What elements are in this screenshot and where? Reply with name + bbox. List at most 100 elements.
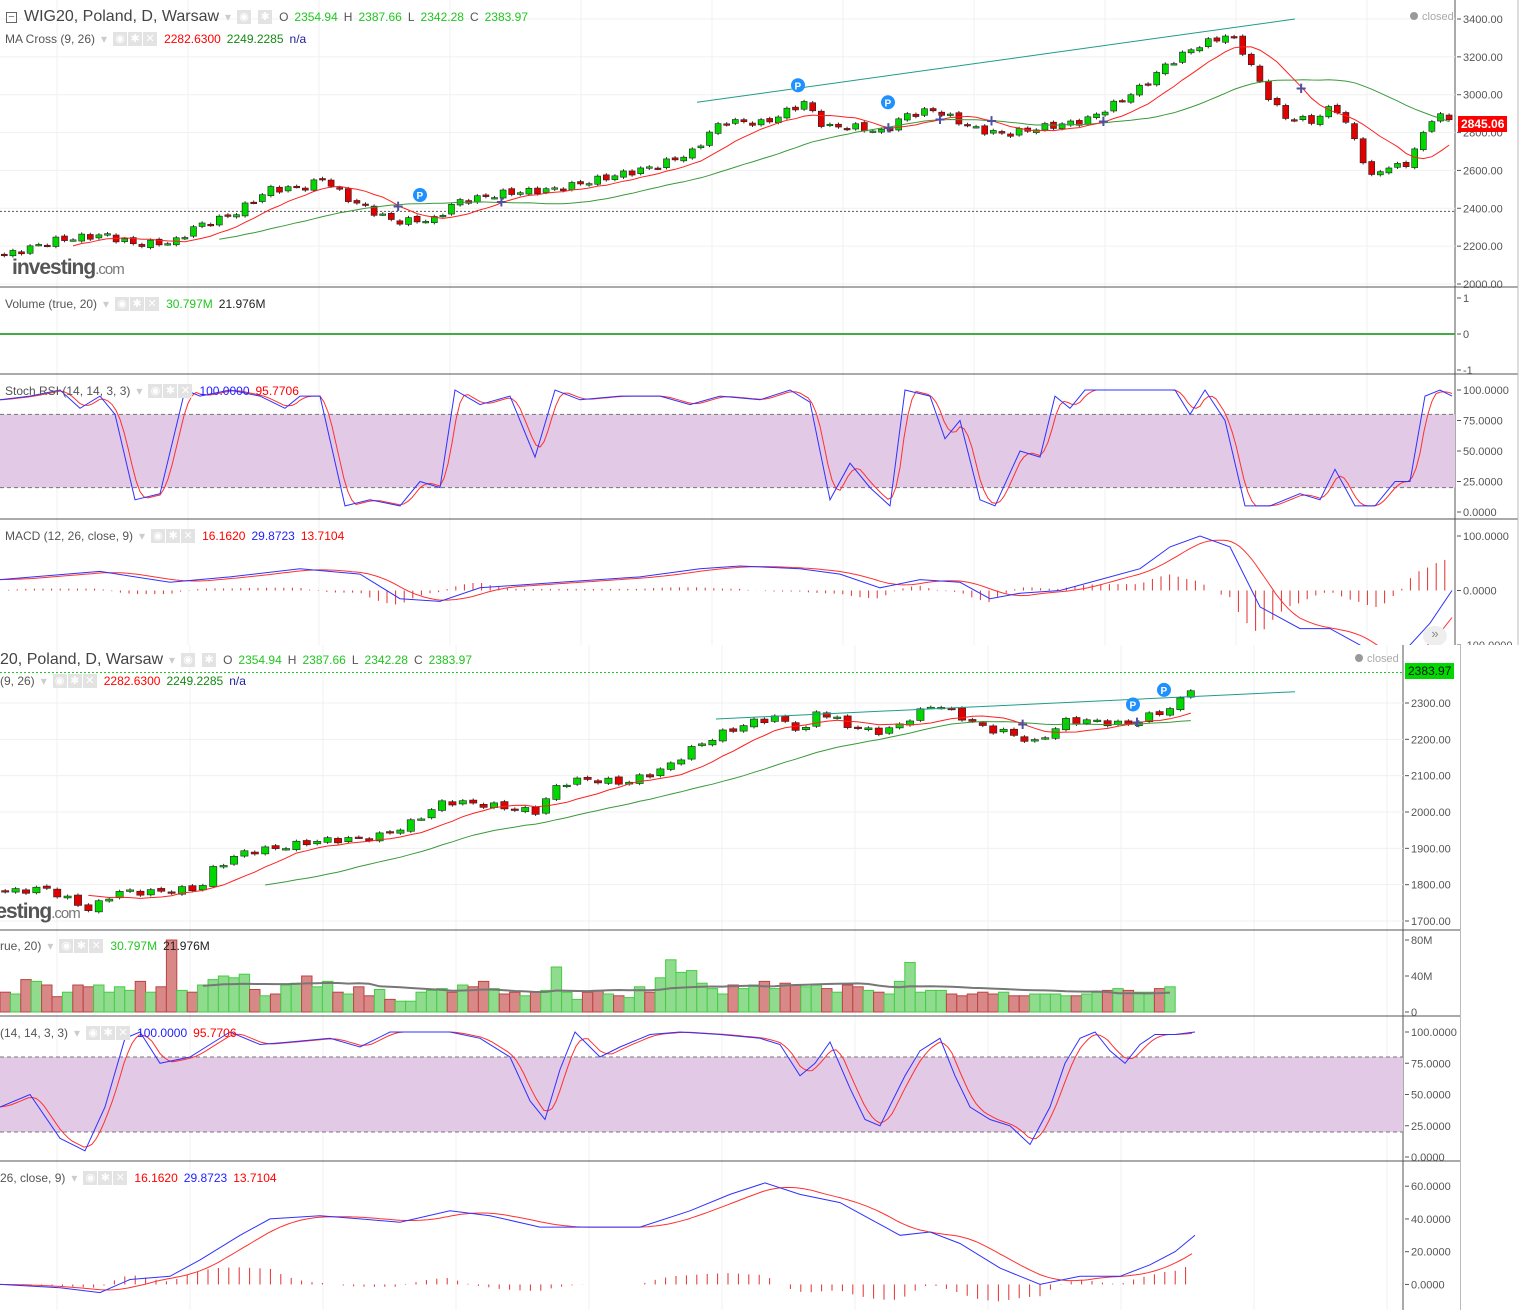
top-chart-canvas[interactable]: 3400.003200.003000.002800.002600.002400.… [0, 0, 1525, 645]
macd-legend: MACD (12, 26, close, 9) ▾ ◉ ✱ ✕ 16.1620 29.8… [5, 528, 345, 543]
candle-up [604, 777, 613, 784]
close-icon[interactable]: ✕ [89, 939, 104, 953]
pattern-label: P [795, 81, 802, 92]
collapse-icon[interactable]: − [6, 11, 17, 23]
candle-up [26, 245, 34, 254]
close-icon[interactable]: ✕ [178, 384, 193, 398]
volume-bar-up [1164, 986, 1176, 1013]
gear-icon[interactable]: ✱ [202, 653, 217, 667]
stoch-rsi-label[interactable]: (14, 14, 3, 3) [0, 1025, 69, 1040]
top-chart-window[interactable]: 3400.00 3200.00 3000.00 2800.00 2600.00 2400.… [0, 0, 1525, 645]
gear-icon[interactable]: ✱ [130, 297, 145, 311]
symbol-title[interactable]: 20, Poland, D, Warsaw [0, 651, 164, 668]
volume-bar-down [498, 993, 511, 1013]
candle-down [1290, 119, 1298, 122]
volume-bar-down [363, 995, 375, 1013]
close-icon[interactable]: ✕ [82, 674, 97, 688]
volume-bar-down [956, 995, 968, 1013]
ma-fast-line [88, 712, 1191, 899]
eye-icon[interactable]: ◉ [59, 939, 74, 953]
volume-label[interactable]: Volume (true, 20) [5, 296, 98, 311]
eye-icon[interactable]: ◉ [115, 297, 130, 311]
candle-down [1359, 138, 1367, 164]
eye-icon[interactable]: ◉ [237, 10, 252, 24]
macd-label[interactable]: MACD (12, 26, close, 9) [5, 528, 134, 543]
candle-up [1222, 35, 1229, 43]
volume-label[interactable]: rue, 20) [0, 938, 42, 953]
macd-label[interactable]: 26, close, 9) [0, 1170, 66, 1185]
volume-bar-up [290, 982, 303, 1013]
eye-icon[interactable]: ◉ [86, 1026, 101, 1040]
candle-down [61, 235, 68, 241]
stoch-rsi-legend: Stoch RSI (14, 14, 3, 3) ▾ ◉ ✱ ✕ 100.0000 95… [5, 383, 299, 398]
candle-up [878, 128, 885, 133]
bottom-chart-canvas[interactable]: 2300.00 2200.00 2100.00 2000.00 1900.00 1800.… [0, 645, 1460, 1310]
candle-down [396, 220, 404, 225]
gear-icon[interactable]: ✱ [166, 529, 181, 543]
candle-down [955, 112, 963, 125]
volume-bar-down [644, 991, 656, 1013]
ma-slow-value: 2249.2285 [226, 31, 284, 46]
ma-cross-label[interactable]: MA Cross (9, 26) [5, 31, 96, 46]
volume-bar-up [561, 991, 573, 1013]
candle-down [1075, 120, 1083, 126]
open-value: 2354.94 [238, 653, 282, 667]
price-axis-label: 2000.00 [1411, 807, 1451, 819]
close-icon[interactable]: ✕ [181, 529, 196, 543]
candle-up [921, 108, 928, 116]
eye-icon[interactable]: ◉ [151, 529, 166, 543]
candle-down [188, 885, 197, 891]
gear-icon[interactable]: ✱ [163, 384, 178, 398]
gear-icon[interactable]: ✱ [98, 1171, 113, 1185]
close-icon[interactable]: ✕ [145, 297, 160, 311]
candle-up [11, 888, 20, 893]
eye-icon[interactable]: ◉ [148, 384, 163, 398]
volume-ma-line [202, 981, 1171, 995]
low-label: L [407, 10, 415, 24]
last-price-tag: 2845.06 [1458, 116, 1508, 132]
symbol-title[interactable]: WIG20, Poland, D, Warsaw [24, 8, 220, 25]
candle-up [292, 840, 301, 851]
stoch-rsi-label[interactable]: Stoch RSI (14, 14, 3, 3) [5, 383, 131, 398]
volume-bar-down [509, 991, 521, 1013]
volume-bar-up [259, 995, 271, 1013]
market-status: closed [1410, 11, 1454, 23]
volume-bar-up [124, 989, 136, 1013]
candle-up [551, 187, 559, 190]
close-icon[interactable]: ✕ [113, 1171, 128, 1185]
ma-cross-label[interactable]: (9, 26) [0, 673, 35, 688]
gear-icon[interactable]: ✱ [67, 674, 82, 688]
pattern-label: P [1130, 700, 1137, 711]
candle-down [723, 123, 731, 126]
eye-icon[interactable]: ◉ [113, 32, 128, 46]
ma-cross-marker: + [1132, 713, 1143, 733]
candle-down [781, 715, 790, 722]
eye-icon[interactable]: ◉ [52, 674, 67, 688]
candle-up [1204, 38, 1212, 47]
close-icon[interactable]: ✕ [116, 1026, 131, 1040]
macd-line-value: 29.8723 [251, 528, 295, 543]
gear-icon[interactable]: ✱ [74, 939, 89, 953]
gear-icon[interactable]: ✱ [128, 32, 143, 46]
candle-up [344, 837, 353, 842]
candle-up [525, 187, 533, 195]
eye-icon[interactable]: ◉ [83, 1171, 98, 1185]
candle-down [1308, 115, 1315, 124]
chevron-down-icon[interactable]: ▾ [225, 10, 232, 24]
close-icon[interactable]: ✕ [143, 32, 158, 46]
candle-down [583, 776, 592, 780]
candle-up [573, 777, 582, 785]
gear-icon[interactable]: ✱ [258, 10, 273, 24]
volume-bar-up [914, 991, 927, 1013]
eye-icon[interactable]: ◉ [181, 653, 196, 667]
candle-up [1015, 128, 1023, 136]
gear-icon[interactable]: ✱ [101, 1026, 116, 1040]
candle-up [635, 774, 644, 784]
candle-up [209, 866, 218, 887]
scroll-to-end-button[interactable]: » [1423, 626, 1447, 645]
candle-down [336, 187, 344, 190]
bottom-chart-window[interactable]: 2300.00 2200.00 2100.00 2000.00 1900.00 1800.… [0, 645, 1461, 1310]
stoch-axis-label: 50.0000 [1463, 446, 1503, 458]
candle-up [69, 239, 77, 242]
chevron-down-icon[interactable]: ▾ [101, 31, 108, 46]
